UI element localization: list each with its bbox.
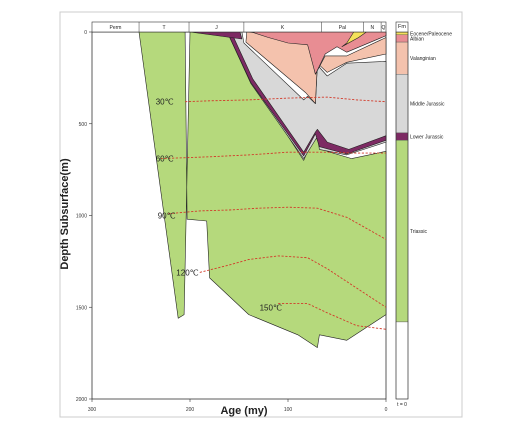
formation-label-0: Eocene/Paleocene: [410, 31, 452, 37]
y-tick-label: 1500: [76, 305, 87, 311]
x-tick-label: 200: [186, 407, 195, 413]
y-tick-label: 0: [84, 30, 87, 36]
formation-header-box: [395, 21, 409, 33]
formation-band-1: [395, 34, 409, 43]
x-axis-label: Age (my): [220, 405, 267, 417]
period-label: N: [370, 25, 374, 31]
isotherm-line-3: [199, 255, 387, 308]
formation-label-3: Middle Jurassic: [410, 102, 445, 108]
isotherm-label-2: 90℃: [158, 212, 176, 221]
period-scale: Perm T J K Pal N Q: [91, 21, 387, 33]
formation-label-4: Lower Jurassic: [410, 135, 444, 141]
isotherm-line-2: [168, 206, 387, 240]
formation-band-0: [395, 31, 409, 35]
isotherm-label-3: 120℃: [176, 268, 198, 277]
period-label: T: [162, 25, 165, 31]
isotherm-label-1: 60℃: [156, 155, 174, 164]
formation-label-2: Valanginian: [410, 56, 436, 62]
time-zero-label: t = 0: [397, 402, 407, 408]
formation-band-5: [395, 140, 409, 323]
y-tick-label: 1000: [76, 214, 87, 220]
strata-area-1: [226, 31, 387, 159]
y-tick-label: 500: [79, 122, 88, 128]
isotherm-label-0: 30℃: [156, 98, 174, 107]
period-label: K: [281, 25, 285, 31]
period-bar: [91, 21, 387, 33]
y-axis-label: Depth Subsurface(m): [59, 158, 71, 270]
formation-header: Fm: [398, 24, 406, 30]
isotherm-line-4: [278, 303, 387, 330]
isotherm-layer: 30℃ 60℃ 90℃ 120℃ 150℃: [156, 96, 387, 330]
formation-label-1: Albian: [410, 36, 424, 42]
period-label: Q: [382, 25, 386, 31]
strata-area-2: [226, 31, 387, 157]
formation-band-4: [395, 132, 409, 141]
x-tick-label: 100: [284, 407, 293, 413]
strata-area-5: [251, 31, 387, 75]
isotherm-line-0: [185, 96, 387, 103]
period-label: J: [215, 25, 218, 31]
x-tick-label: 300: [88, 407, 97, 413]
x-tick-label: 0: [385, 407, 388, 413]
period-label: Perm: [110, 25, 122, 31]
isotherm-label-4: 150℃: [260, 303, 282, 312]
formation-band-6: [395, 321, 409, 400]
period-label: Pal: [339, 25, 346, 31]
isotherm-line-1: [160, 151, 386, 160]
formation-band-3: [395, 74, 409, 134]
formation-band-2: [395, 41, 409, 75]
y-tick-label: 2000: [76, 397, 87, 403]
formation-label-5: Triassic: [410, 229, 428, 235]
plot-area: [91, 31, 387, 400]
